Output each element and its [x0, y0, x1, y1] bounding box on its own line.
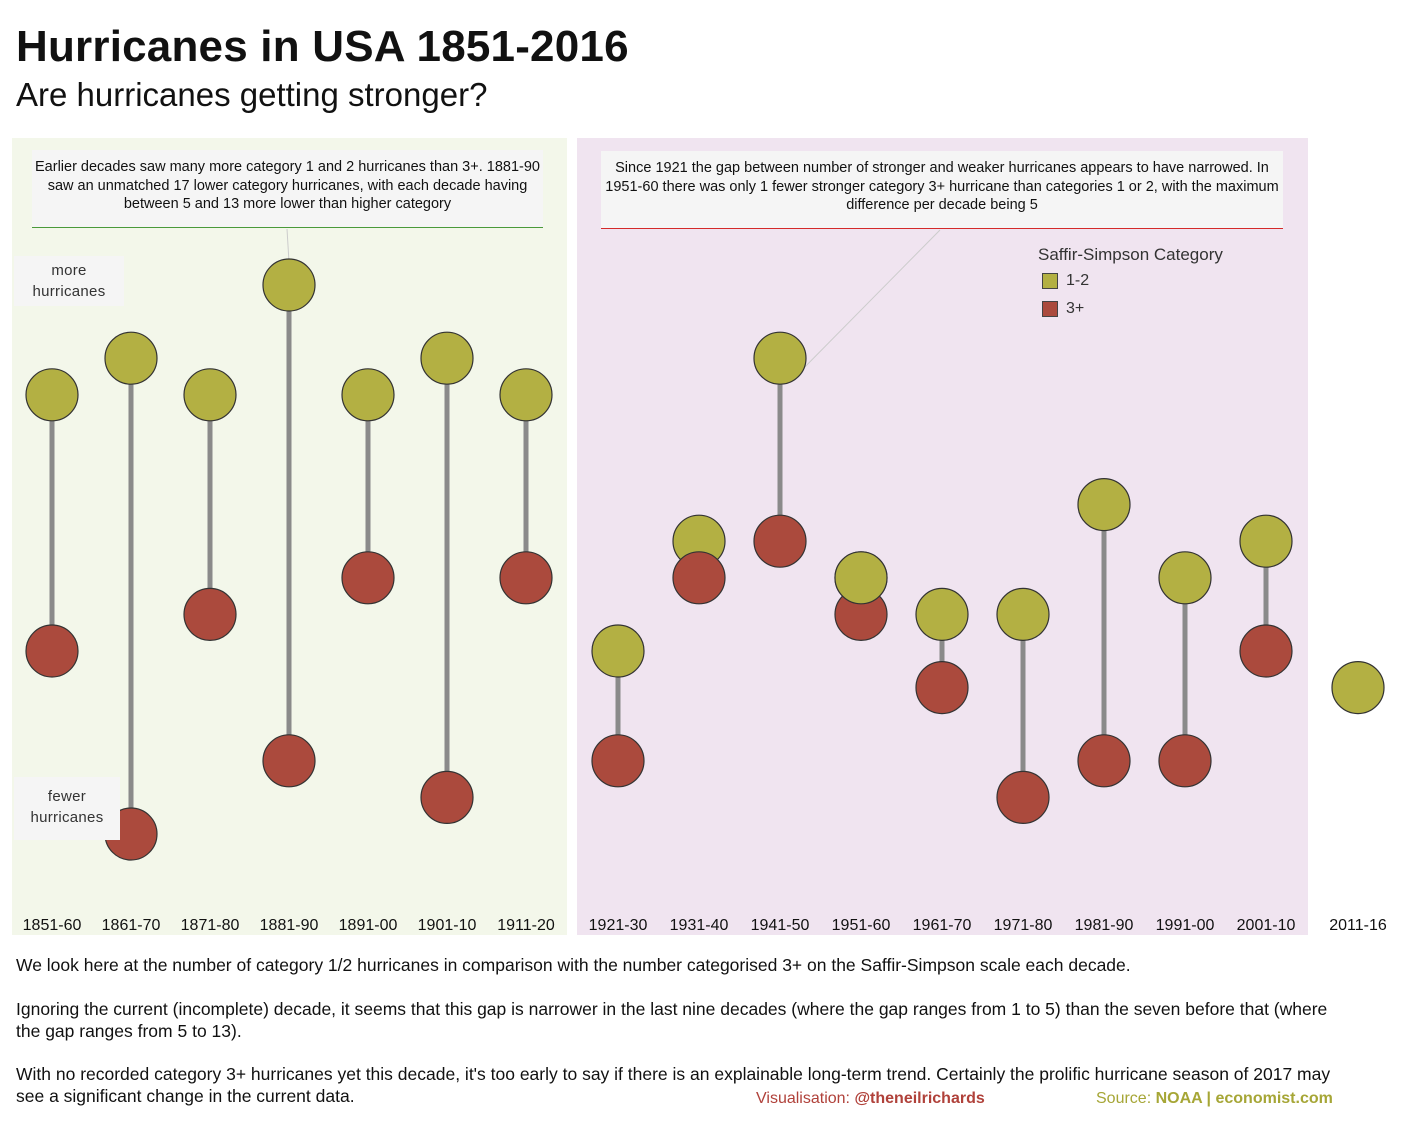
point-cat12-1891-00: [341, 368, 395, 422]
legend-item-cat12: 1-2: [1042, 272, 1089, 290]
x-tick-label-1891-00: 1891-00: [339, 917, 398, 934]
point-cat12-1951-60-top: [834, 551, 888, 605]
more-label-line2: hurricanes: [32, 283, 106, 300]
point-cat3plus-1981-90: [1077, 734, 1131, 788]
point-cat3plus-1911-20: [499, 551, 553, 605]
point-cat3plus-1971-80: [996, 770, 1050, 825]
point-cat3plus-1991-00: [1158, 734, 1212, 788]
point-cat12-1921-30: [591, 624, 645, 678]
x-tick-label-1901-10: 1901-10: [418, 917, 477, 934]
description-paragraph-1: We look here at the number of category 1…: [16, 955, 1131, 975]
x-tick-label-1941-50: 1941-50: [751, 917, 810, 934]
legend-title: Saffir-Simpson Category: [1038, 245, 1223, 264]
legend-swatch-cat3plus: [1042, 301, 1058, 317]
point-cat12-2001-10: [1239, 514, 1293, 568]
page-title: Hurricanes in USA 1851-2016: [16, 22, 629, 71]
source-credit: Source: NOAA | economist.com: [1096, 1090, 1333, 1108]
x-tick-label-1951-60: 1951-60: [832, 917, 891, 934]
x-tick-label-2011-16: 2011-16: [1329, 917, 1387, 934]
point-cat3plus-1891-00: [341, 551, 395, 605]
point-cat12-1981-90: [1077, 478, 1131, 532]
legend-label-cat3plus: 3+: [1066, 300, 1085, 317]
more-label-line1: more: [51, 262, 87, 279]
x-tick-label-1861-70: 1861-70: [102, 917, 161, 934]
point-cat3plus-1901-10: [420, 770, 474, 825]
more-hurricanes-label: more hurricanes: [14, 256, 124, 306]
point-cat12-1901-10: [420, 331, 474, 385]
point-cat3plus-1871-80: [183, 587, 237, 642]
point-cat12-1881-90: [262, 258, 316, 312]
description-paragraph-2: Ignoring the current (incomplete) decade…: [16, 999, 1328, 1041]
point-cat12-1991-00: [1158, 551, 1212, 605]
point-cat3plus-1921-30: [591, 734, 645, 788]
point-cat3plus-2001-10: [1239, 624, 1293, 678]
annotation-early-decades: Earlier decades saw many more category 1…: [32, 150, 543, 228]
point-cat12-2011-16: [1331, 660, 1385, 715]
description-paragraph-3: With no recorded category 3+ hurricanes …: [16, 1064, 1331, 1106]
x-tick-label-1991-00: 1991-00: [1156, 917, 1215, 934]
annotation-leader-right: [791, 229, 941, 381]
visualisation-credit: Visualisation: @theneilrichards: [756, 1090, 985, 1108]
x-tick-label-1971-80: 1971-80: [994, 917, 1053, 934]
point-cat3plus-1941-50: [753, 514, 807, 568]
x-tick-label-1921-30: 1921-30: [589, 917, 648, 934]
x-tick-label-1981-90: 1981-90: [1075, 917, 1134, 934]
x-tick-label-1911-20: 1911-20: [497, 917, 555, 934]
point-cat3plus-1931-40: [672, 551, 726, 605]
x-tick-label-1871-80: 1871-80: [181, 917, 240, 934]
x-tick-label-1931-40: 1931-40: [670, 917, 729, 934]
fewer-label-line2: hurricanes: [30, 809, 104, 826]
point-cat12-1971-80: [996, 587, 1050, 642]
page-subtitle: Are hurricanes getting stronger?: [16, 76, 488, 113]
point-cat12-1871-80: [183, 368, 237, 422]
point-cat12-1851-60: [25, 368, 79, 422]
annotation-leader-left: [286, 228, 290, 263]
point-cat3plus-1851-60: [25, 624, 79, 678]
x-tick-label-2001-10: 2001-10: [1237, 917, 1296, 934]
fewer-label-line1: fewer: [47, 788, 87, 805]
point-cat3plus-1881-90: [262, 734, 316, 788]
visualisation-credit-handle[interactable]: @theneilrichards: [854, 1090, 985, 1107]
visualisation-credit-label: Visualisation:: [756, 1090, 855, 1107]
point-cat12-1911-20: [499, 368, 553, 422]
x-tick-label-1881-90: 1881-90: [260, 917, 319, 934]
legend-label-cat12: 1-2: [1066, 272, 1090, 289]
source-credit-names[interactable]: NOAA | economist.com: [1155, 1090, 1333, 1107]
x-tick-label-1961-70: 1961-70: [913, 917, 972, 934]
point-cat3plus-1961-70: [915, 660, 969, 715]
source-credit-label: Source:: [1096, 1090, 1156, 1107]
x-tick-label-1851-60: 1851-60: [23, 917, 82, 934]
fewer-hurricanes-label: fewer hurricanes: [14, 777, 120, 840]
legend-swatch-cat12: [1042, 273, 1058, 289]
annotation-later-decades: Since 1921 the gap between number of str…: [601, 151, 1283, 229]
point-cat12-1961-70: [915, 587, 969, 642]
point-cat12-1941-50: [753, 331, 807, 385]
legend-item-cat3plus: 3+: [1042, 300, 1084, 318]
point-cat12-1861-70: [104, 331, 158, 385]
